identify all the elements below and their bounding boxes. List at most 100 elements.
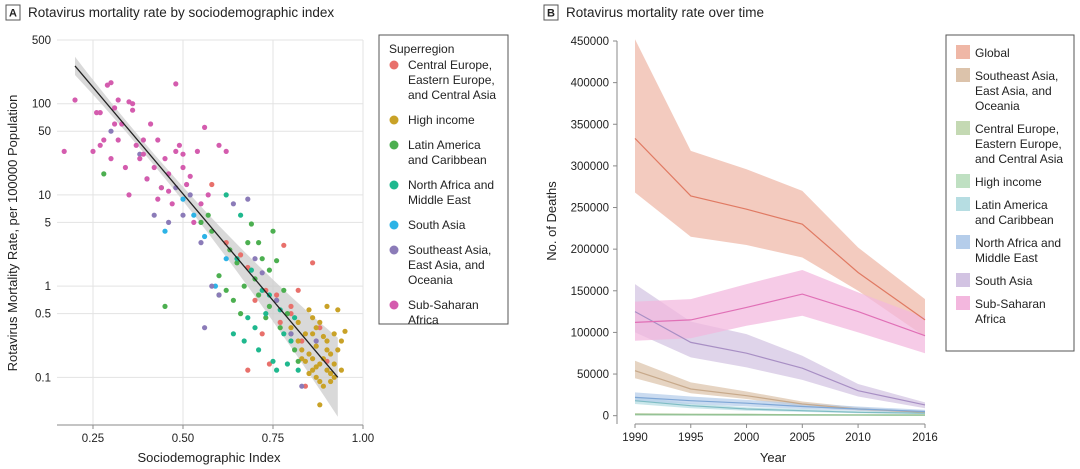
scatter-point [72, 97, 78, 103]
line-y-tick-label: 450000 [571, 36, 609, 48]
scatter-point [328, 351, 334, 357]
panel-b-badge-label: B [547, 8, 555, 20]
scatter-point [288, 303, 294, 309]
legend-superregion-frame [378, 34, 509, 325]
line-y-tick-label: 200000 [571, 244, 609, 256]
scatter-point [288, 325, 294, 331]
line-x-tick-label: 2000 [734, 432, 760, 444]
scatter-point [277, 325, 283, 331]
scatter-point [137, 151, 143, 157]
scatter-point [173, 148, 179, 154]
scatter-point [130, 101, 136, 107]
scatter-point [256, 292, 262, 298]
scatter-y-tick-label: 0.5 [35, 309, 51, 321]
scatter-point [274, 292, 280, 298]
scatter-point [130, 107, 136, 113]
scatter-point [187, 192, 193, 198]
scatter-point [101, 171, 107, 177]
scatter-x-tick-label: 1.00 [352, 433, 374, 445]
scatter-point [295, 287, 301, 293]
scatter-point [281, 331, 287, 337]
scatter-point [270, 228, 276, 234]
series-line [634, 311, 926, 406]
scatter-y-axis-title: Rotavirus Mortality Rate, per 100000 Pop… [5, 95, 20, 372]
legend-swatch [956, 296, 970, 310]
scatter-point [302, 383, 308, 389]
scatter-point [259, 331, 265, 337]
legend-label: Central Europe, [975, 122, 1059, 136]
scatter-x-tick-label: 0.25 [82, 433, 104, 445]
legend-marker [389, 115, 399, 125]
scatter-point [310, 356, 316, 362]
panel-b-title: Rotavirus mortality rate over time [566, 5, 764, 20]
scatter-point [245, 367, 251, 373]
legend-label: Global [975, 46, 1010, 60]
legend-label: and Central Asia [975, 152, 1063, 166]
scatter-point [252, 256, 258, 262]
uncertainty-band [635, 392, 925, 413]
legend-marker [389, 60, 399, 70]
legend-label: North Africa and [975, 236, 1061, 250]
scatter-point [180, 212, 186, 218]
scatter-point [223, 256, 229, 262]
scatter-point [191, 219, 197, 225]
scatter-point [288, 311, 294, 317]
legend-label: Central Europe, [408, 58, 492, 72]
scatter-x-axis-title: Sociodemographic Index [137, 450, 281, 465]
scatter-point [263, 311, 269, 317]
scatter-point [234, 260, 240, 266]
scatter-point [299, 338, 305, 344]
scatter-point [310, 315, 316, 321]
scatter-point [180, 196, 186, 202]
scatter-point [295, 338, 301, 344]
scatter-point [274, 297, 280, 303]
scatter-point [162, 303, 168, 309]
scatter-point [299, 356, 305, 362]
scatter-point [295, 367, 301, 373]
scatter-point [230, 201, 236, 207]
legend-label: East Asia, and [975, 84, 1052, 98]
legend-label: and Caribbean [975, 213, 1054, 227]
scatter-point [338, 338, 344, 344]
scatter-point [256, 347, 262, 353]
scatter-point [313, 343, 319, 349]
scatter-point [212, 283, 218, 289]
legend-label: North Africa and [408, 178, 494, 192]
line-chart: 0 50000 100000 150000 200000 250000 300000 3500… [571, 36, 938, 444]
line-y-axis-title: No. of Deaths [544, 181, 559, 261]
scatter-point [166, 188, 172, 194]
scatter-point [194, 148, 200, 154]
series-line [634, 396, 926, 413]
scatter-point [331, 374, 337, 380]
scatter-point [126, 192, 132, 198]
scatter-point [133, 142, 139, 148]
scatter-point [122, 164, 128, 171]
regression-line [74, 65, 339, 378]
scatter-point [299, 383, 305, 389]
scatter-point [295, 319, 301, 325]
uncertainty-band [635, 39, 925, 337]
scatter-y-tick-label: 1 [45, 281, 51, 293]
scatter-point [223, 148, 229, 154]
scatter-point [216, 273, 222, 279]
scatter-point [284, 361, 290, 367]
legend-label: Africa [408, 313, 439, 327]
line-x-tick-label: 2010 [845, 432, 871, 444]
scatter-point [324, 303, 330, 309]
legend-marker [389, 220, 399, 230]
scatter-point [112, 121, 118, 127]
legend-swatch [956, 273, 970, 287]
scatter-point [202, 124, 208, 130]
legend-label: Middle East [408, 193, 471, 207]
scatter-point [328, 370, 334, 377]
legend-label: South Asia [975, 274, 1033, 288]
scatter-point [317, 319, 323, 325]
scatter-point [259, 256, 265, 262]
legend-label: Sub-Saharan [408, 298, 479, 312]
legend-swatch [956, 174, 970, 188]
scatter-point [202, 233, 208, 240]
legend-label: Southeast Asia, [975, 69, 1058, 83]
line-y-tick-label: 0 [603, 411, 609, 423]
line-y-tick-label: 250000 [571, 203, 609, 215]
